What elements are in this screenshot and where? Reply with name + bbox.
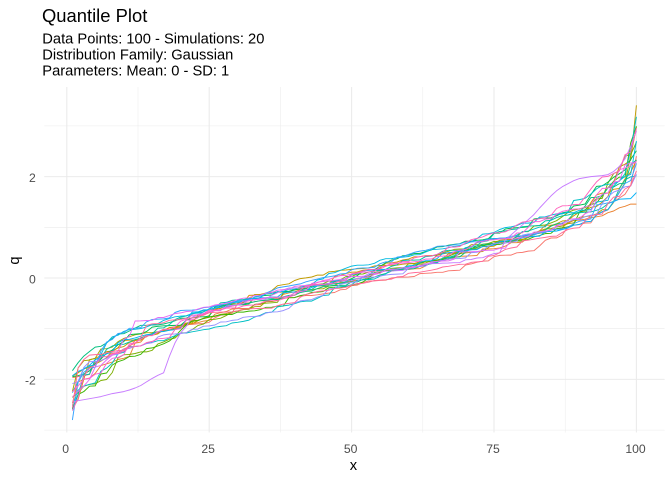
- svg-text:25: 25: [201, 442, 215, 456]
- svg-text:Parameters: Mean: 0 - SD: 1: Parameters: Mean: 0 - SD: 1: [42, 64, 229, 80]
- svg-text:50: 50: [344, 442, 358, 456]
- svg-text:Data Points: 100 - Simulations: Data Points: 100 - Simulations: 20: [42, 32, 264, 48]
- svg-text:Quantile Plot: Quantile Plot: [42, 5, 147, 26]
- svg-text:0: 0: [62, 442, 69, 456]
- svg-text:100: 100: [625, 442, 646, 456]
- svg-text:0: 0: [29, 272, 36, 286]
- svg-text:75: 75: [486, 442, 500, 456]
- svg-text:-2: -2: [25, 374, 36, 388]
- svg-text:q: q: [7, 256, 23, 264]
- svg-text:2: 2: [29, 171, 36, 185]
- svg-text:Distribution Family: Gaussian: Distribution Family: Gaussian: [42, 48, 233, 64]
- svg-text:x: x: [350, 458, 358, 474]
